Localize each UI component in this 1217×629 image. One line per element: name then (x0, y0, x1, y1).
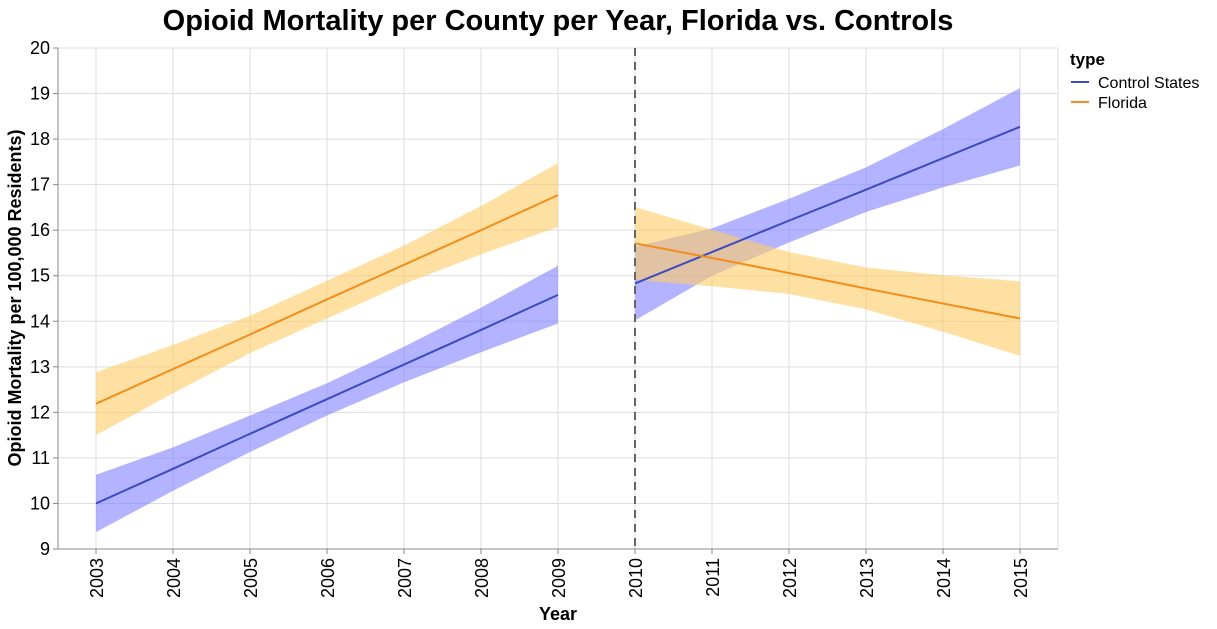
x-tick-label: 2004 (164, 558, 184, 598)
trend-line-florida-post (634, 242, 1021, 320)
x-tick-label: 2012 (780, 558, 800, 598)
y-tick-label: 15 (30, 266, 50, 286)
x-tick-label: 2010 (626, 558, 646, 598)
y-tick-label: 9 (40, 539, 50, 559)
y-tick-label: 20 (30, 38, 50, 58)
x-axis-title: Year (539, 604, 577, 624)
y-tick-label: 12 (30, 402, 50, 422)
legend: type Control States Florida (1070, 50, 1199, 112)
y-tick-label: 13 (30, 357, 50, 377)
x-tick-label: 2008 (472, 558, 492, 598)
y-tick-label: 19 (30, 84, 50, 104)
trend-line-control-states-pre (95, 293, 559, 505)
legend-item-control-states: Control States (1071, 75, 1199, 92)
x-tick-label: 2014 (934, 558, 954, 598)
axes: 9 10 11 12 13 14 15 16 17 18 19 20 2003 2004 2005 2006 2… (30, 38, 1058, 598)
x-tick-label: 2005 (241, 558, 261, 598)
y-tick-label: 16 (30, 220, 50, 240)
y-tick-label: 17 (30, 175, 50, 195)
x-tick-label: 2011 (703, 558, 723, 597)
legend-label-florida: Florida (1098, 95, 1147, 112)
x-tick-label: 2013 (857, 558, 877, 598)
trend-lines (95, 125, 1021, 505)
x-tick-label: 2003 (87, 558, 107, 598)
x-tick-label: 2006 (318, 558, 338, 598)
x-tick-label: 2009 (549, 558, 569, 598)
x-tick-label: 2007 (395, 558, 415, 598)
y-tick-label: 14 (30, 311, 50, 331)
y-tick-label: 11 (31, 448, 50, 468)
legend-label-control-states: Control States (1098, 75, 1199, 92)
legend-title: type (1070, 50, 1105, 69)
y-tick-label: 18 (30, 129, 50, 149)
y-tick-label: 10 (30, 493, 50, 513)
x-tick-label: 2015 (1011, 558, 1031, 598)
y-axis-title: Opioid Mortality per 100,000 Residents) (5, 129, 25, 466)
chart-title: Opioid Mortality per County per Year, Fl… (163, 5, 954, 37)
legend-item-florida: Florida (1071, 95, 1147, 112)
trend-line-florida-pre (95, 194, 559, 405)
trend-line-control-states-post (634, 125, 1021, 285)
